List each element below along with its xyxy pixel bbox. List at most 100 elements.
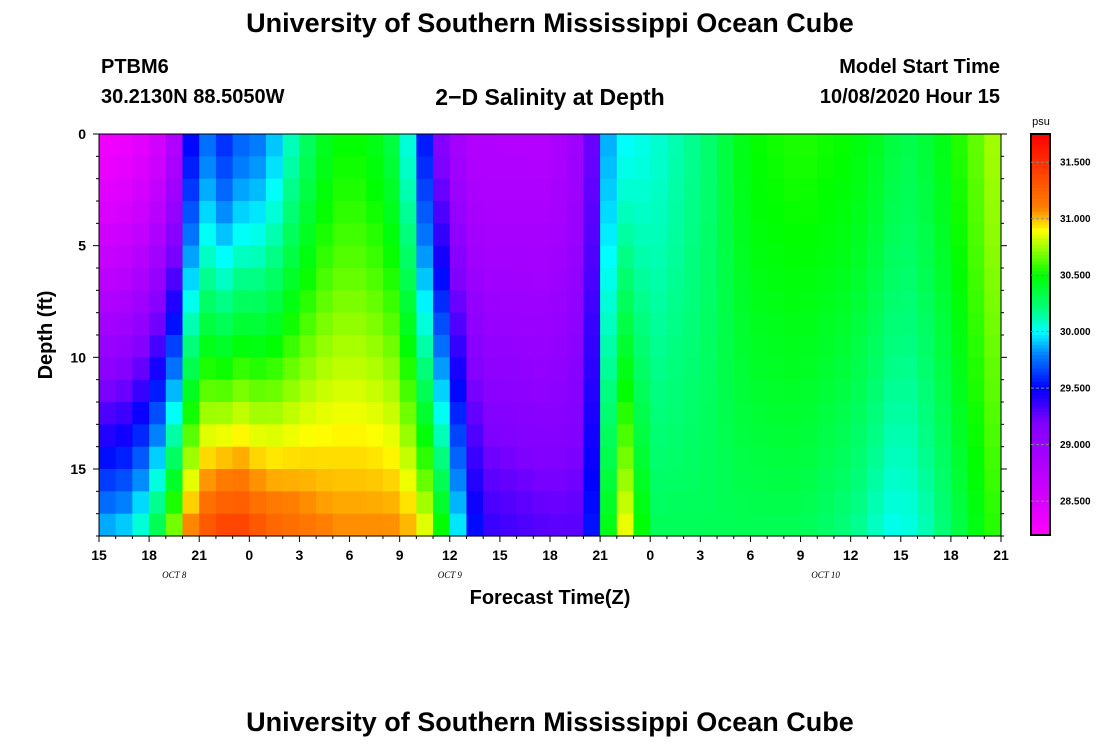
colorbar-segment bbox=[1031, 464, 1050, 469]
heatmap-cell bbox=[99, 491, 117, 515]
heatmap-cell bbox=[165, 223, 184, 247]
x-axis-tick-label: 15 bbox=[893, 547, 909, 563]
heatmap-cell bbox=[867, 201, 885, 224]
heatmap-cell bbox=[616, 335, 635, 358]
heatmap-cell bbox=[382, 379, 401, 403]
heatmap-cell bbox=[934, 379, 952, 403]
colorbar-segment bbox=[1031, 190, 1050, 195]
heatmap-cell bbox=[666, 178, 685, 202]
heatmap-cell bbox=[99, 513, 117, 537]
heatmap-cell bbox=[633, 290, 651, 314]
heatmap-cell bbox=[366, 201, 384, 224]
heatmap-cell bbox=[700, 156, 718, 180]
colorbar-segment bbox=[1031, 167, 1050, 172]
colorbar-segment bbox=[1031, 177, 1050, 182]
heatmap-cell bbox=[750, 223, 768, 247]
heatmap-cell bbox=[165, 335, 184, 358]
heatmap-cell bbox=[199, 156, 217, 180]
colorbar-segment bbox=[1031, 284, 1050, 289]
heatmap-cell bbox=[399, 402, 417, 425]
colorbar-segment bbox=[1031, 160, 1050, 165]
heatmap-cell bbox=[733, 245, 752, 269]
heatmap-cell bbox=[266, 491, 284, 515]
heatmap-cell bbox=[633, 268, 651, 291]
heatmap-cell bbox=[733, 469, 752, 492]
colorbar-segment bbox=[1031, 438, 1050, 443]
colorbar-segment bbox=[1031, 491, 1050, 496]
heatmap-cell bbox=[616, 268, 635, 291]
colorbar-segment bbox=[1031, 528, 1050, 533]
heatmap-cell bbox=[950, 201, 969, 224]
colorbar-segment bbox=[1031, 331, 1050, 336]
heatmap-cell bbox=[483, 513, 501, 537]
heatmap-cell bbox=[483, 402, 501, 425]
heatmap-cell bbox=[382, 268, 401, 291]
heatmap-cell bbox=[600, 290, 618, 314]
heatmap-cell bbox=[967, 178, 985, 202]
heatmap-cell bbox=[449, 446, 468, 470]
heatmap-cell bbox=[249, 513, 267, 537]
heatmap-cell bbox=[833, 245, 852, 269]
heatmap-cell bbox=[650, 357, 668, 381]
heatmap-cell bbox=[733, 424, 752, 448]
heatmap-cell bbox=[600, 469, 618, 492]
heatmap-cell bbox=[249, 223, 267, 247]
colorbar-segment bbox=[1031, 207, 1050, 212]
heatmap-cell bbox=[299, 312, 317, 336]
heatmap-cell bbox=[266, 245, 284, 269]
heatmap-cell bbox=[282, 469, 301, 492]
heatmap-cell bbox=[867, 513, 885, 537]
colorbar-segment bbox=[1031, 344, 1050, 349]
heatmap-cell bbox=[433, 290, 451, 314]
heatmap-cell bbox=[165, 268, 184, 291]
heatmap-cell bbox=[349, 312, 367, 336]
heatmap-cell bbox=[382, 245, 401, 269]
heatmap-cell bbox=[867, 402, 885, 425]
heatmap-cell bbox=[366, 290, 384, 314]
heatmap-cell bbox=[282, 513, 301, 537]
colorbar-segment bbox=[1031, 514, 1050, 519]
heatmap-cell bbox=[666, 446, 685, 470]
heatmap-cell bbox=[767, 446, 785, 470]
heatmap-cell bbox=[800, 312, 818, 336]
heatmap-cell bbox=[750, 402, 768, 425]
heatmap-cell bbox=[767, 513, 785, 537]
heatmap-cell bbox=[633, 491, 651, 515]
heatmap-cell bbox=[132, 223, 150, 247]
heatmap-cell bbox=[666, 201, 685, 224]
heatmap-cell bbox=[499, 469, 518, 492]
heatmap-cell bbox=[399, 513, 417, 537]
heatmap-cell bbox=[917, 245, 935, 269]
heatmap-cell bbox=[934, 312, 952, 336]
heatmap-cell bbox=[232, 446, 250, 470]
heatmap-cell bbox=[266, 134, 284, 157]
heatmap-cell bbox=[366, 178, 384, 202]
axis-ticks bbox=[93, 133, 1007, 542]
heatmap-cell bbox=[299, 268, 317, 291]
heatmap-cell bbox=[416, 446, 434, 470]
heatmap-cell bbox=[499, 268, 518, 291]
heatmap-cell bbox=[399, 446, 417, 470]
heatmap-cell bbox=[800, 201, 818, 224]
colorbar-segment bbox=[1031, 164, 1050, 169]
heatmap-cell bbox=[717, 134, 735, 157]
heatmap-cell bbox=[917, 178, 935, 202]
heatmap-cell bbox=[967, 513, 985, 537]
heatmap-cell bbox=[583, 513, 601, 537]
heatmap-cell bbox=[583, 312, 601, 336]
plot-title: 2−D Salinity at Depth bbox=[435, 84, 665, 110]
heatmap-cell bbox=[817, 446, 835, 470]
heatmap-cell bbox=[650, 156, 668, 180]
heatmap-cell bbox=[583, 402, 601, 425]
heatmap-cell bbox=[700, 312, 718, 336]
colorbar-segment bbox=[1031, 364, 1050, 369]
heatmap-cell bbox=[516, 245, 534, 269]
heatmap-cell bbox=[950, 491, 969, 515]
heatmap-cell bbox=[232, 513, 250, 537]
heatmap-cell bbox=[683, 178, 701, 202]
heatmap-cell bbox=[132, 134, 150, 157]
heatmap-cell bbox=[483, 290, 501, 314]
colorbar-segment bbox=[1031, 508, 1050, 513]
heatmap-cell bbox=[165, 379, 184, 403]
heatmap-cell bbox=[249, 156, 267, 180]
